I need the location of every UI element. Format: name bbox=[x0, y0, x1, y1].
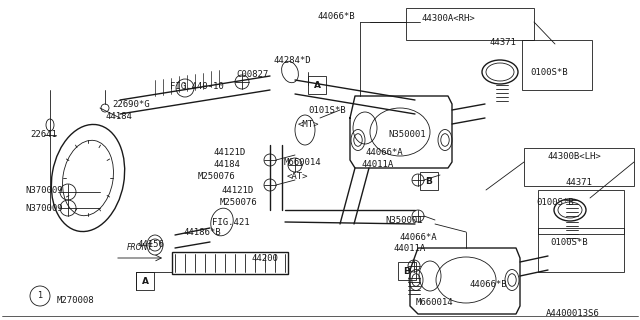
Text: M660014: M660014 bbox=[416, 298, 454, 307]
Bar bbox=[538, 228, 624, 272]
Text: 44200: 44200 bbox=[252, 254, 279, 263]
Text: 0100S*B: 0100S*B bbox=[550, 238, 588, 247]
Text: M250076: M250076 bbox=[220, 198, 258, 207]
Text: M270008: M270008 bbox=[57, 296, 95, 305]
Text: 0100S*B: 0100S*B bbox=[530, 68, 568, 77]
Text: 44066*A: 44066*A bbox=[366, 148, 404, 157]
Text: N370009: N370009 bbox=[25, 204, 63, 213]
Text: A: A bbox=[314, 81, 321, 90]
Text: FIG.440-10: FIG.440-10 bbox=[170, 82, 224, 91]
Bar bbox=[398, 262, 416, 280]
Text: A: A bbox=[141, 276, 148, 285]
Text: N350001: N350001 bbox=[385, 216, 422, 225]
Bar bbox=[406, 8, 534, 40]
Text: 44011A: 44011A bbox=[393, 244, 425, 253]
Text: FIG.421: FIG.421 bbox=[212, 218, 250, 227]
Text: 44284*D: 44284*D bbox=[274, 56, 312, 65]
Text: 44011A: 44011A bbox=[362, 160, 394, 169]
Text: N350001: N350001 bbox=[388, 130, 426, 139]
Bar bbox=[308, 76, 326, 94]
Text: 44300B<LH>: 44300B<LH> bbox=[548, 152, 602, 161]
Text: FRONT: FRONT bbox=[127, 243, 153, 252]
Text: 44066*A: 44066*A bbox=[400, 233, 438, 242]
Text: 44156: 44156 bbox=[138, 240, 165, 249]
Text: 44066*B: 44066*B bbox=[470, 280, 508, 289]
Text: 44371: 44371 bbox=[490, 38, 517, 47]
Text: 44186*B: 44186*B bbox=[183, 228, 221, 237]
Bar bbox=[522, 40, 592, 90]
Text: N370009: N370009 bbox=[25, 186, 63, 195]
Text: 44121D: 44121D bbox=[213, 148, 245, 157]
Text: <AT>: <AT> bbox=[287, 172, 308, 181]
Text: 0101S*B: 0101S*B bbox=[308, 106, 346, 115]
Text: 44300A<RH>: 44300A<RH> bbox=[422, 14, 476, 23]
Text: M660014: M660014 bbox=[284, 158, 322, 167]
Text: 44066*B: 44066*B bbox=[318, 12, 356, 21]
Text: B: B bbox=[426, 177, 433, 186]
Text: M250076: M250076 bbox=[198, 172, 236, 181]
Text: <MT>: <MT> bbox=[298, 120, 319, 129]
Text: 1: 1 bbox=[182, 84, 188, 92]
Text: 22690*G: 22690*G bbox=[112, 100, 150, 109]
Text: C00827: C00827 bbox=[236, 70, 268, 79]
Bar bbox=[136, 272, 154, 290]
Bar bbox=[538, 190, 624, 234]
Text: 44121D: 44121D bbox=[222, 186, 254, 195]
Text: 22641: 22641 bbox=[30, 130, 57, 139]
Text: B: B bbox=[404, 267, 410, 276]
Text: 44184: 44184 bbox=[213, 160, 240, 169]
Text: 0100S*B: 0100S*B bbox=[536, 198, 573, 207]
Bar bbox=[172, 252, 288, 274]
Text: 44184: 44184 bbox=[105, 112, 132, 121]
Text: 44371: 44371 bbox=[566, 178, 593, 187]
Text: A4400013S6: A4400013S6 bbox=[546, 309, 600, 318]
Bar bbox=[524, 148, 634, 186]
Text: 1: 1 bbox=[37, 292, 43, 300]
Bar bbox=[420, 172, 438, 190]
